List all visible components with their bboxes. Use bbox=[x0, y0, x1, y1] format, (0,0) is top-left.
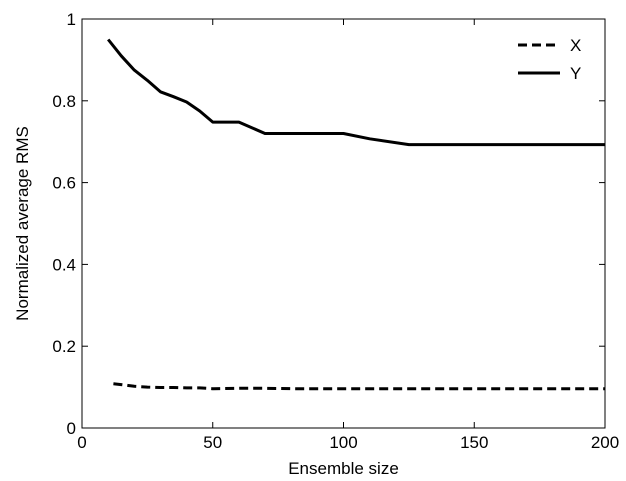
y-tick-label-1: 0.2 bbox=[52, 337, 76, 356]
axis-ticks: 0 50 100 150 200 0 0.2 0.4 0.6 0.8 1 bbox=[52, 10, 619, 452]
y-tick-label-5: 1 bbox=[67, 10, 76, 29]
legend-label-y: Y bbox=[570, 64, 581, 83]
x-tick-label-2: 100 bbox=[329, 433, 357, 452]
series-lines bbox=[107, 38, 605, 391]
y-tick-label-2: 0.4 bbox=[52, 255, 76, 274]
x-tick-label-3: 150 bbox=[460, 433, 488, 452]
x-tick-label-1: 50 bbox=[203, 433, 222, 452]
y-axis-label: Normalized average RMS bbox=[13, 126, 32, 321]
y-tick-label-4: 0.8 bbox=[52, 92, 76, 111]
legend-label-x: X bbox=[570, 36, 581, 55]
y-tick-label-0: 0 bbox=[67, 419, 76, 438]
x-tick-label-4: 200 bbox=[591, 433, 619, 452]
series-line-y bbox=[107, 38, 605, 147]
legend: XY bbox=[518, 36, 581, 83]
x-tick-label-0: 0 bbox=[77, 433, 86, 452]
series-line-x bbox=[113, 382, 605, 391]
plot-area bbox=[81, 18, 606, 429]
x-axis-label: Ensemble size bbox=[288, 459, 399, 478]
y-tick-label-3: 0.6 bbox=[52, 174, 76, 193]
